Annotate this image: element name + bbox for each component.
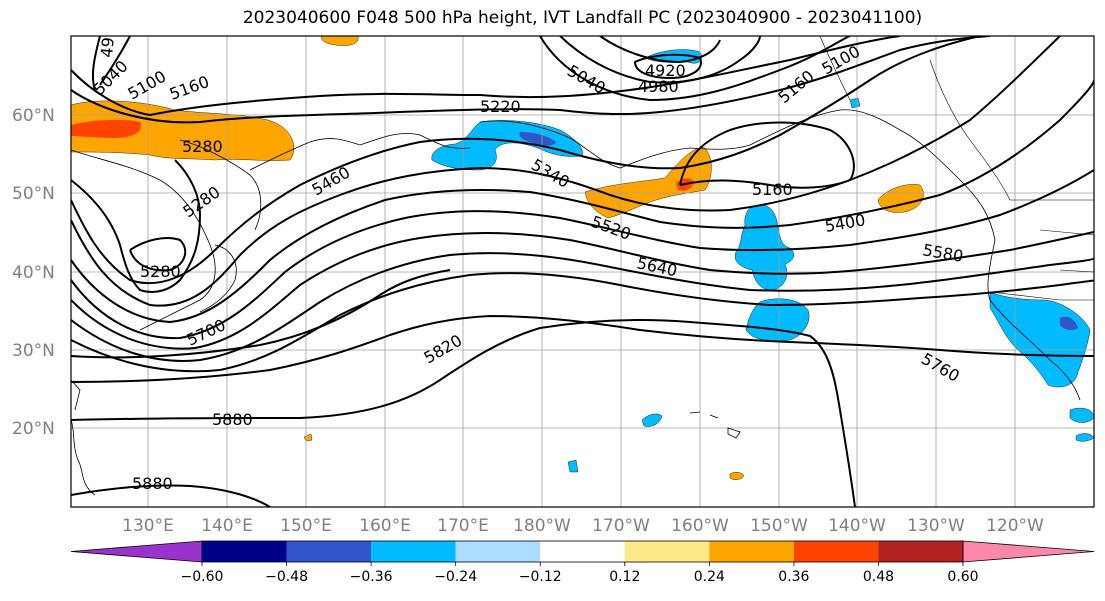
colorbar-swatch <box>202 541 287 562</box>
colorbar-tick-label: −0.24 <box>434 569 477 585</box>
lon-label: 170°E <box>437 516 489 536</box>
ivt-positive-area <box>584 147 712 219</box>
colorbar-swatch <box>540 541 625 562</box>
colorbar-tick-label: 0.12 <box>609 569 640 585</box>
contour-label: 5280 <box>182 137 223 156</box>
colorbar-swatch <box>286 541 372 562</box>
lon-label: 150°W <box>750 516 808 536</box>
latitude-labels: 60°N 50°N 40°N 30°N 20°N <box>12 106 55 439</box>
contour-label: 5220 <box>480 97 521 116</box>
colorbar-tick-label: 0.36 <box>778 569 809 585</box>
lon-label: 140°E <box>201 516 253 536</box>
ivt-positive-area <box>321 36 359 46</box>
map-panel: 4980 5040 5100 5160 5220 5280 5280 5280 … <box>71 16 1094 507</box>
ivt-positive-strong-area <box>71 119 142 138</box>
ivt-negative-area <box>567 459 579 473</box>
lat-label: 30°N <box>12 341 55 361</box>
ivt-negative-area <box>641 413 663 427</box>
contour-label: 5880 <box>212 410 253 429</box>
lat-label: 50°N <box>12 184 55 204</box>
ivt-negative-area <box>431 120 583 171</box>
lat-label: 60°N <box>12 106 55 126</box>
lon-label: 160°W <box>671 516 729 536</box>
colorbar-swatch <box>371 541 456 562</box>
colorbar-swatch <box>455 541 541 562</box>
contour-label: 4920 <box>645 61 686 80</box>
lon-label: 130°W <box>907 516 965 536</box>
contour-label: 5880 <box>132 474 173 493</box>
colorbar-swatch <box>793 541 879 562</box>
ivt-positive-area <box>729 472 745 480</box>
colorbar-frame <box>201 540 964 563</box>
contour-label: 4980 <box>97 16 119 58</box>
colorbar-tick-label: 0.48 <box>863 569 894 585</box>
lon-label: 160°E <box>359 516 411 536</box>
colorbar-tick-label: −0.36 <box>350 569 393 585</box>
colorbar-tick-label: 0.24 <box>694 569 725 585</box>
colorbar-extend-high <box>962 540 1095 563</box>
height-contours <box>71 36 1094 507</box>
map-frame <box>70 35 1095 508</box>
colorbar-tick-label: 0.60 <box>947 569 978 585</box>
lon-label: 170°W <box>592 516 650 536</box>
lat-label: 20°N <box>12 419 55 439</box>
ivt-negative-area <box>849 97 861 109</box>
map-gridlines <box>71 36 1094 507</box>
ivt-negative-area <box>745 298 810 342</box>
colorbar-swatch <box>624 541 710 562</box>
colorbar-tick-label: −0.48 <box>265 569 308 585</box>
lon-label: 140°W <box>828 516 886 536</box>
lon-label: 120°W <box>986 516 1044 536</box>
ivt-positive-area <box>877 184 924 213</box>
colorbar-tick-label: −0.12 <box>519 569 562 585</box>
contour-label: 5160 <box>752 180 793 199</box>
lon-label: 150°E <box>280 516 332 536</box>
ivt-positive-area <box>71 100 294 161</box>
longitude-labels: 130°E 140°E 150°E 160°E 170°E 180°W 170°… <box>122 516 1044 536</box>
lon-label: 180°W <box>513 516 571 536</box>
lon-label: 130°E <box>122 516 174 536</box>
lat-label: 40°N <box>12 263 55 283</box>
colorbar-tick-label: −0.60 <box>181 569 224 585</box>
colorbar: −0.60 −0.48 −0.36 −0.24 −0.12 0.12 0.24 0.36 0.4… <box>70 540 1095 585</box>
contour-label: 5280 <box>140 262 181 281</box>
coastlines <box>71 109 1081 496</box>
ivt-negative-strong-area <box>1060 316 1078 331</box>
colorbar-swatch <box>878 541 963 562</box>
contour-label: 4980 <box>638 77 679 96</box>
colorbar-swatch <box>709 541 794 562</box>
colorbar-extend-low <box>70 540 203 563</box>
map-title: 2023040600 F048 500 hPa height, IVT Land… <box>242 8 923 28</box>
ivt-negative-strong-area <box>519 132 556 146</box>
